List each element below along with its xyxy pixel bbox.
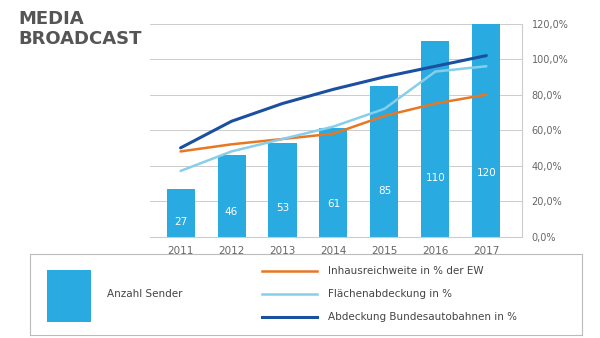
Text: Abdeckung Bundesautobahnen in %: Abdeckung Bundesautobahnen in % (328, 312, 517, 322)
Text: 53: 53 (276, 203, 289, 213)
Text: 46: 46 (225, 207, 238, 217)
Bar (370, 86, 398, 237)
Text: 27: 27 (174, 217, 187, 227)
Bar (421, 42, 449, 237)
Text: Inhausreichweite in % der EW: Inhausreichweite in % der EW (328, 266, 484, 276)
Text: 85: 85 (378, 186, 391, 196)
Bar (218, 155, 245, 237)
Text: Flächenabdeckung in %: Flächenabdeckung in % (328, 289, 452, 299)
Text: 110: 110 (425, 173, 445, 183)
Text: 120: 120 (476, 168, 496, 178)
Text: MEDIA
BROADCAST: MEDIA BROADCAST (18, 10, 142, 48)
Text: 61: 61 (327, 199, 340, 209)
Bar (167, 189, 194, 237)
X-axis label: Jahr: Jahr (325, 261, 347, 270)
Bar (319, 128, 347, 237)
Bar (47, 270, 91, 322)
Bar (268, 143, 296, 237)
Text: Anzahl Sender: Anzahl Sender (107, 289, 183, 299)
Bar (472, 24, 500, 237)
